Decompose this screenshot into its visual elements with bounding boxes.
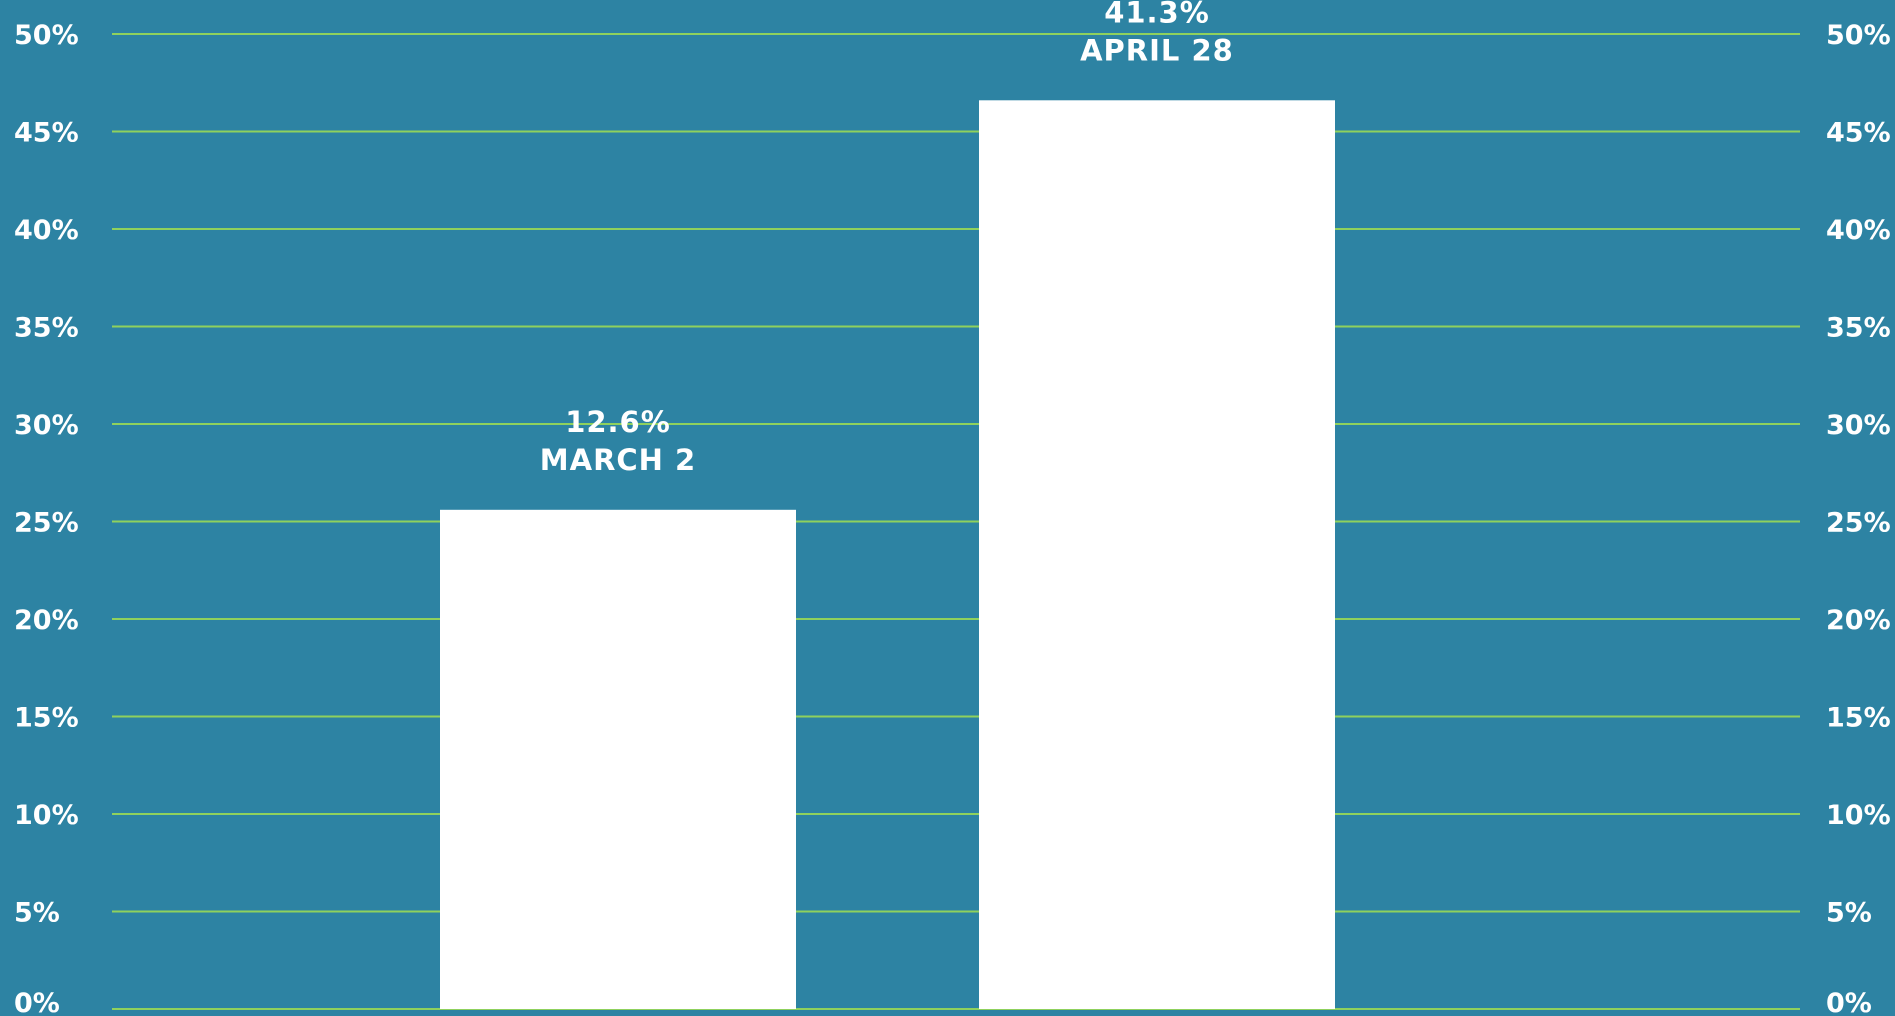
- bar-labels: 12.6% MARCH 2 41.3% APRIL 28: [540, 0, 1234, 477]
- left-tick-label: 45%: [14, 118, 79, 149]
- right-tick-label: 35%: [1826, 313, 1891, 344]
- bars: [440, 100, 1335, 1010]
- left-tick-label: 25%: [14, 508, 79, 539]
- bar-category-label: APRIL 28: [1080, 33, 1234, 67]
- left-tick-label: 50%: [14, 20, 79, 51]
- left-y-axis: 0% 5% 10% 15% 20% 25% 30% 35% 40% 45% 50%: [14, 20, 79, 1016]
- left-tick-label: 40%: [14, 215, 79, 246]
- right-tick-label: 15%: [1826, 703, 1891, 734]
- right-y-axis: 0% 5% 10% 15% 20% 25% 30% 35% 40% 45% 50%: [1826, 20, 1891, 1016]
- bar-value-label: 41.3%: [1104, 0, 1210, 29]
- left-tick-label: 10%: [14, 800, 79, 831]
- left-tick-label: 35%: [14, 313, 79, 344]
- gridlines: [112, 33, 1800, 1010]
- bar-category-label: MARCH 2: [540, 443, 696, 477]
- bar-march-2: [440, 509, 796, 1009]
- bar-april-28: [979, 100, 1335, 1010]
- left-tick-label: 5%: [14, 898, 60, 929]
- right-tick-label: 5%: [1826, 898, 1872, 929]
- left-tick-label: 30%: [14, 410, 79, 441]
- right-tick-label: 45%: [1826, 118, 1891, 149]
- right-tick-label: 10%: [1826, 800, 1891, 831]
- bar-value-label: 12.6%: [565, 405, 671, 439]
- right-tick-label: 25%: [1826, 508, 1891, 539]
- right-tick-label: 20%: [1826, 605, 1891, 636]
- right-tick-label: 50%: [1826, 20, 1891, 51]
- right-tick-label: 40%: [1826, 215, 1891, 246]
- left-tick-label: 20%: [14, 605, 79, 636]
- left-tick-label: 15%: [14, 703, 79, 734]
- right-tick-label: 0%: [1826, 988, 1872, 1016]
- right-tick-label: 30%: [1826, 410, 1891, 441]
- left-tick-label: 0%: [14, 988, 60, 1016]
